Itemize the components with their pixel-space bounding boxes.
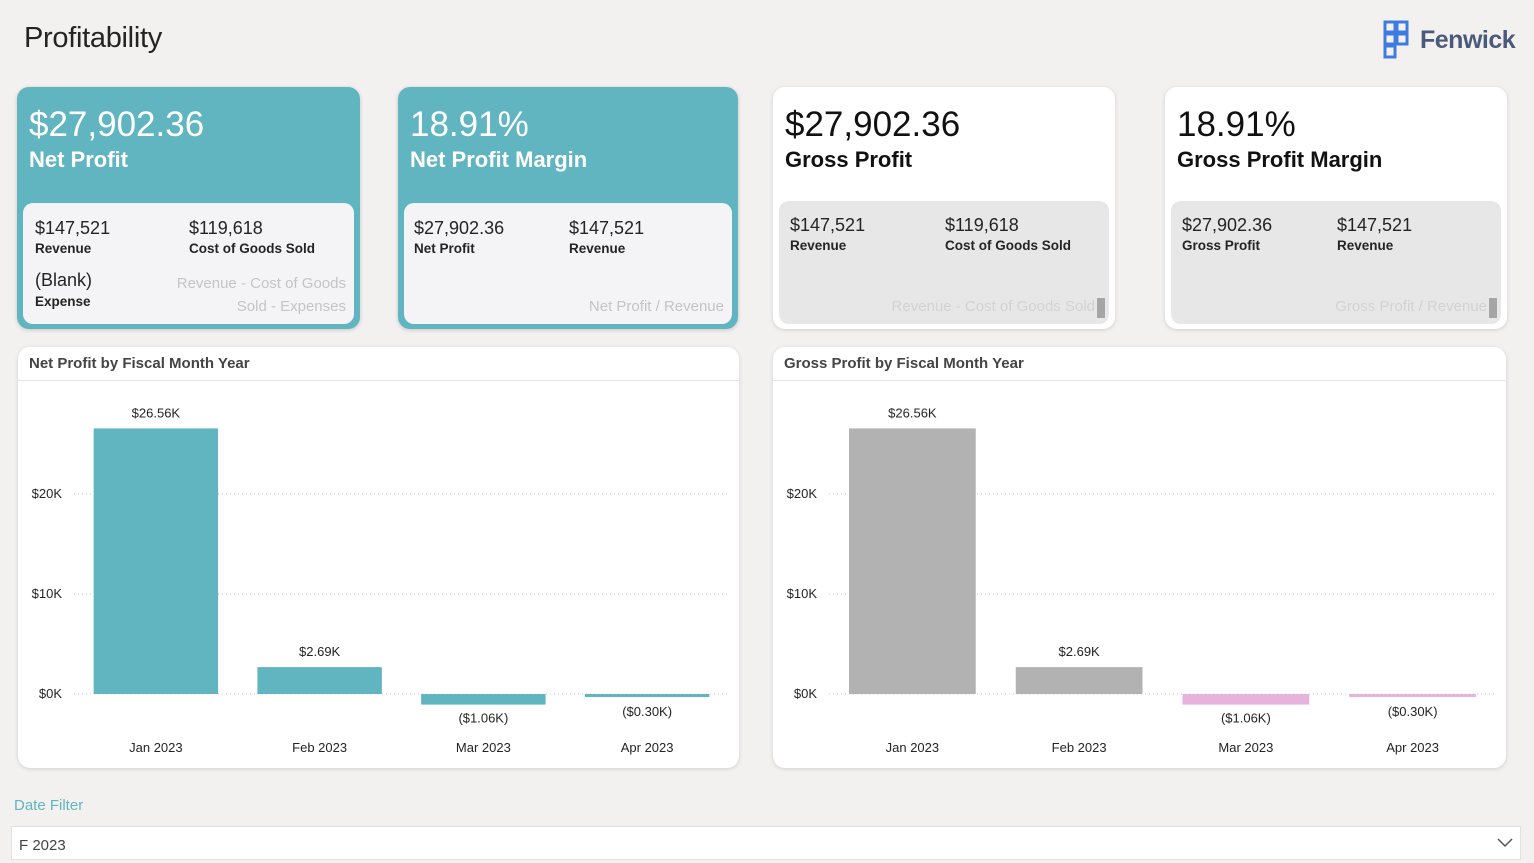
scrollbar-thumb[interactable] — [1489, 298, 1497, 318]
date-filter-dropdown[interactable]: F 2023 — [11, 826, 1521, 860]
x-tick-label: Jan 2023 — [129, 740, 183, 755]
bar — [93, 428, 219, 694]
kpi-value: $27,902.36 — [785, 105, 961, 144]
kpi-label: Gross Profit Margin — [1177, 147, 1383, 172]
chart-title: Net Profit by Fiscal Month Year — [18, 347, 739, 381]
page-title: Profitability — [24, 22, 162, 54]
kpi-details: $27,902.36 Net Profit $147,521 Revenue N… — [404, 203, 732, 324]
kpi-sub-value: $147,521 — [35, 218, 111, 238]
kpi-details: $147,521 Revenue $119,618 Cost of Goods … — [23, 203, 354, 324]
net-profit-bar-chart[interactable]: $0K $10K $20K $26.56K Jan 2023 $2.69K Feb 2023… — [18, 347, 739, 768]
chevron-down-icon[interactable] — [1496, 835, 1514, 849]
kpi-formula-line: Revenue - Cost of Goods — [176, 275, 346, 292]
bar — [257, 667, 382, 694]
bar — [584, 694, 710, 697]
x-tick-label: Apr 2023 — [1386, 740, 1439, 755]
kpi-sub-label: Revenue — [790, 238, 847, 253]
kpi-sub-value: $119,618 — [189, 218, 263, 238]
x-tick-label: Feb 2023 — [292, 740, 347, 755]
data-label: $26.56K — [132, 405, 181, 420]
bar — [849, 428, 976, 694]
bar — [1349, 694, 1476, 697]
kpi-label: Net Profit Margin — [410, 147, 588, 172]
y-tick-label: $20K — [787, 486, 818, 501]
kpi-sub-value: $147,521 — [1337, 215, 1413, 235]
data-label: $2.69K — [1059, 644, 1101, 659]
date-filter-value: F 2023 — [19, 837, 66, 854]
y-tick-label: $0K — [39, 686, 62, 701]
kpi-sub-label: Cost of Goods Sold — [189, 241, 315, 256]
chart-panel-gross-profit[interactable]: Gross Profit by Fiscal Month Year $0K $10… — [773, 347, 1506, 768]
kpi-sub-label: Revenue — [1337, 238, 1394, 253]
kpi-formula: Revenue - Cost of Goods Sold - Expenses — [177, 272, 346, 318]
kpi-formula-line: Revenue - Cost of Goods Sold — [891, 298, 1095, 315]
kpi-formula-line: Sold - Expenses — [236, 298, 346, 315]
kpi-sub-value: $147,521 — [790, 215, 866, 235]
kpi-value: 18.91% — [410, 105, 529, 144]
y-tick-label: $20K — [32, 486, 63, 501]
kpi-card-net-profit[interactable]: $27,902.36 Net Profit $147,521 Revenue $… — [17, 87, 360, 329]
x-tick-label: Mar 2023 — [456, 740, 511, 755]
kpi-sub-value: $119,618 — [945, 215, 1019, 235]
kpi-formula-line: Net Profit / Revenue — [588, 298, 724, 315]
kpi-label: Net Profit — [29, 147, 128, 172]
kpi-formula: Net Profit / Revenue — [589, 295, 724, 318]
y-tick-label: $0K — [794, 686, 817, 701]
kpi-sub-label: Net Profit — [414, 241, 475, 256]
x-tick-label: Feb 2023 — [1052, 740, 1107, 755]
kpi-label: Gross Profit — [785, 147, 913, 172]
gross-profit-bar-chart[interactable]: $0K $10K $20K $26.56K Jan 2023 $2.69K Feb 2023… — [773, 347, 1506, 768]
kpi-card-gross-profit-margin[interactable]: 18.91% Gross Profit Margin $27,902.36 Gr… — [1165, 87, 1507, 329]
kpi-sub-label: Expense — [35, 294, 91, 309]
bar — [1015, 667, 1143, 694]
y-tick-label: $10K — [32, 586, 63, 601]
kpi-value: 18.91% — [1177, 105, 1296, 144]
data-label: $2.69K — [299, 644, 341, 659]
company-logo: Fenwick — [1382, 20, 1516, 60]
data-label: ($0.30K) — [1388, 704, 1438, 719]
chart-title: Gross Profit by Fiscal Month Year — [773, 347, 1506, 381]
kpi-card-gross-profit[interactable]: $27,902.36 Gross Profit $147,521 Revenue… — [773, 87, 1115, 329]
kpi-sub-value: $27,902.36 — [414, 218, 505, 238]
chart-panel-net-profit[interactable]: Net Profit by Fiscal Month Year $0K $10K $… — [18, 347, 739, 768]
kpi-formula: Revenue - Cost of Goods Sold — [892, 295, 1095, 318]
logo-text: Fenwick — [1420, 25, 1516, 54]
x-tick-label: Apr 2023 — [621, 740, 674, 755]
kpi-sub-value: $147,521 — [569, 218, 645, 238]
kpi-details: $147,521 Revenue $119,618 Cost of Goods … — [779, 201, 1109, 324]
data-label: $26.56K — [888, 405, 937, 420]
bar — [421, 694, 546, 705]
kpi-formula: Gross Profit / Revenue — [1335, 295, 1487, 318]
data-label: ($0.30K) — [622, 704, 672, 719]
kpi-sub-label: Revenue — [35, 241, 92, 256]
kpi-sub-value: (Blank) — [35, 270, 93, 290]
data-label: ($1.06K) — [1221, 711, 1271, 726]
bar — [1182, 694, 1310, 705]
kpi-sub-label: Cost of Goods Sold — [945, 238, 1071, 253]
kpi-value: $27,902.36 — [29, 105, 205, 144]
date-filter-label: Date Filter — [14, 797, 84, 814]
fenwick-logo-icon — [1383, 20, 1409, 59]
y-tick-label: $10K — [787, 586, 818, 601]
data-label: ($1.06K) — [458, 711, 508, 726]
kpi-sub-label: Revenue — [569, 241, 626, 256]
x-tick-label: Mar 2023 — [1218, 740, 1273, 755]
scrollbar-thumb[interactable] — [1097, 298, 1105, 318]
kpi-sub-label: Gross Profit — [1182, 238, 1261, 253]
x-tick-label: Jan 2023 — [886, 740, 940, 755]
kpi-sub-value: $27,902.36 — [1182, 215, 1273, 235]
kpi-details: $27,902.36 Gross Profit $147,521 Revenue… — [1171, 201, 1501, 324]
kpi-formula-line: Gross Profit / Revenue — [1335, 298, 1487, 315]
kpi-card-net-profit-margin[interactable]: 18.91% Net Profit Margin $27,902.36 Net … — [398, 87, 738, 329]
